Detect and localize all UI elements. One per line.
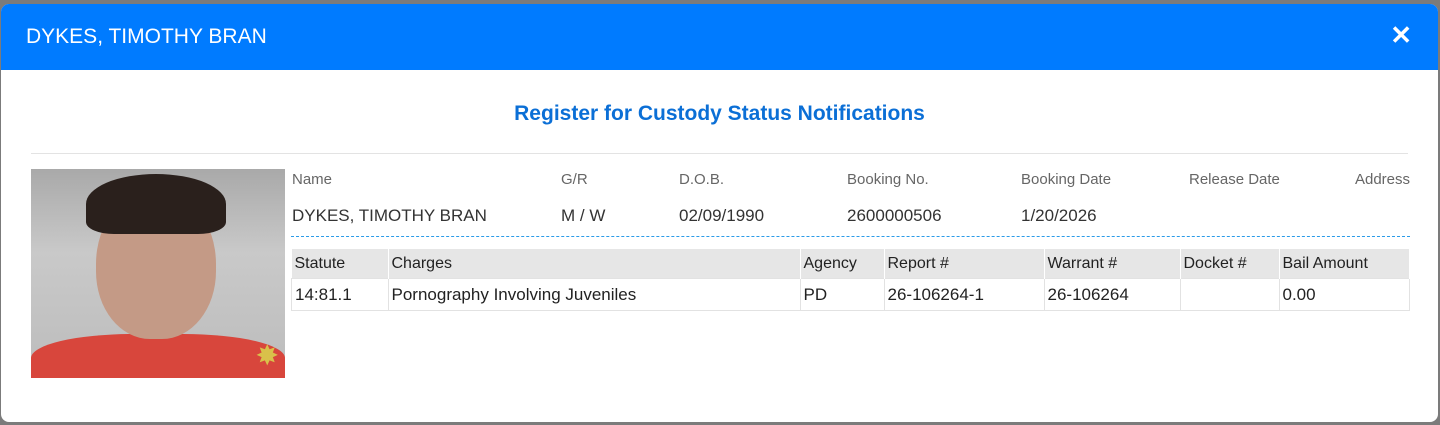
- register-notifications-link[interactable]: Register for Custody Status Notification…: [514, 102, 925, 125]
- col-docket: Docket #: [1180, 249, 1280, 279]
- mugshot-photo: ✸: [31, 169, 285, 378]
- value-dob: 02/09/1990: [679, 206, 765, 225]
- col-agency: Agency: [800, 249, 885, 279]
- dashed-divider: [291, 236, 1410, 237]
- col-statute: Statute: [291, 249, 389, 279]
- divider: [31, 153, 1408, 154]
- value-booking-date: 1/20/2026: [1021, 206, 1097, 225]
- value-booking-no: 2600000506: [847, 206, 942, 225]
- modal-header: DYKES, TIMOTHY BRAN ✕: [1, 4, 1438, 70]
- cell-warrant: 26-106264: [1043, 278, 1181, 311]
- label-name: Name: [292, 171, 333, 188]
- sheriff-star-icon: ✸: [255, 340, 279, 371]
- col-report: Report #: [884, 249, 1045, 279]
- value-gender-race: M / W: [561, 206, 606, 225]
- col-bail: Bail Amount: [1279, 249, 1410, 279]
- label-gender-race: G/R: [561, 171, 588, 188]
- label-dob: D.O.B.: [679, 171, 725, 188]
- label-booking-date: Booking Date: [1021, 171, 1112, 188]
- cell-charge: Pornography Involving Juveniles: [387, 278, 801, 311]
- col-charges: Charges: [388, 249, 801, 279]
- label-booking-no: Booking No.: [847, 171, 929, 188]
- charges-table: Statute Charges Agency Report # Warrant …: [291, 249, 1410, 311]
- table-row: 14:81.1 Pornography Involving Juveniles …: [291, 278, 1410, 311]
- cell-docket: [1179, 278, 1280, 311]
- cell-agency: PD: [799, 278, 885, 311]
- col-warrant: Warrant #: [1044, 249, 1181, 279]
- modal-title: DYKES, TIMOTHY BRAN: [26, 25, 267, 48]
- close-icon[interactable]: ✕: [1390, 20, 1412, 50]
- cell-statute: 14:81.1: [291, 278, 389, 311]
- cell-bail: 0.00: [1278, 278, 1410, 311]
- label-release-date: Release Date: [1189, 171, 1280, 188]
- table-header-row: Statute Charges Agency Report # Warrant …: [291, 249, 1410, 279]
- value-name: DYKES, TIMOTHY BRAN: [292, 206, 487, 225]
- cell-report: 26-106264-1: [883, 278, 1045, 311]
- label-address: Address: [1354, 171, 1410, 188]
- inmate-modal: DYKES, TIMOTHY BRAN ✕ Register for Custo…: [1, 4, 1438, 422]
